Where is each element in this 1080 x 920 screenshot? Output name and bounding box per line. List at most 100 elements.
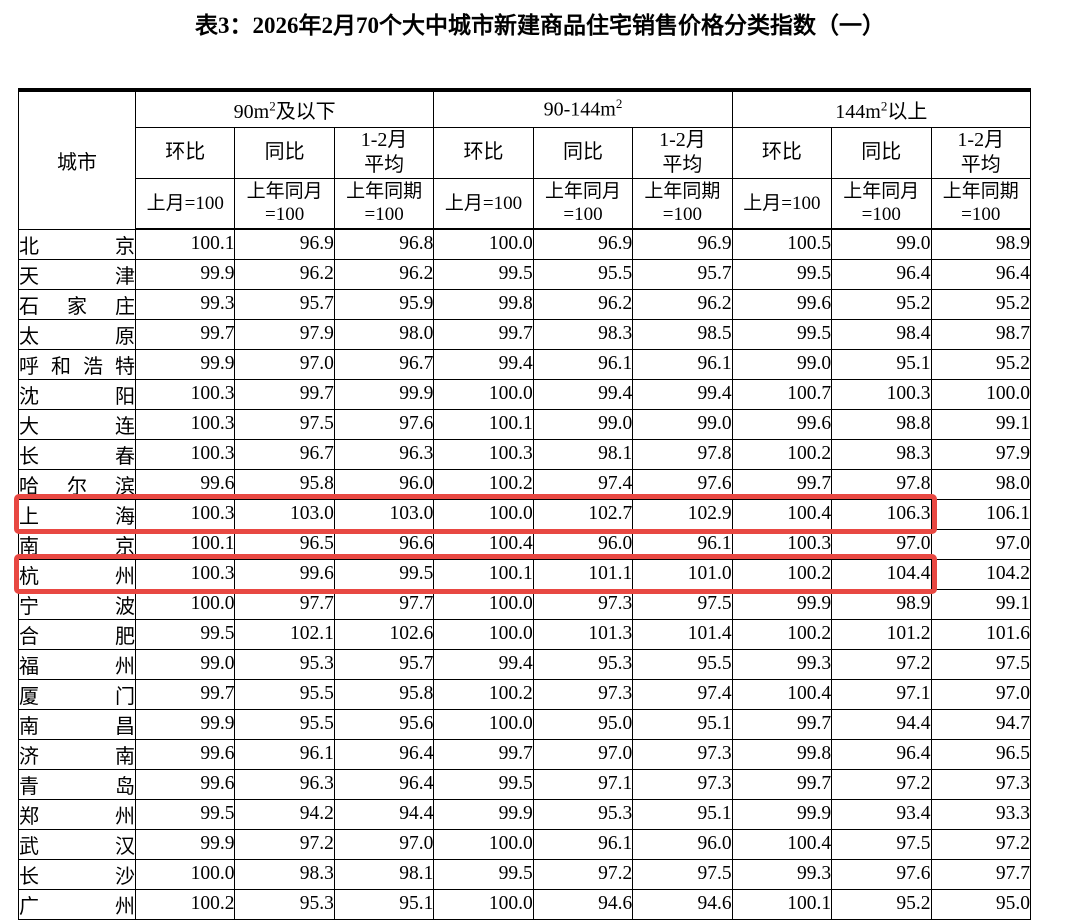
value-cell: 100.4 [731,828,833,860]
table-row: 南京 100.1 96.5 96.6 100.4 96.0 96.1 100.3 97.0 97.… [18,528,1031,560]
value-cell: 95.7 [234,288,335,320]
table-row: 济南 99.6 96.1 96.4 99.7 97.0 97.3 99.8 96.4 96.5 [18,738,1031,770]
metric-header-yoy: 同比 [831,126,932,179]
table-row: 沈阳 100.3 99.7 99.9 100.0 99.4 99.4 100.7 100.3 10… [18,378,1031,410]
city-name: 济南 [18,738,136,770]
city-name: 太原 [18,318,136,350]
value-cell: 95.5 [632,648,733,680]
value-cell: 100.4 [731,678,833,710]
value-cell: 97.3 [632,768,733,800]
city-name: 南昌 [18,708,136,740]
value-cell: 93.4 [831,798,932,830]
value-cell: 96.3 [234,768,335,800]
group-header-row: 城市 90m2及以下 90-144m2 144m2以上 [18,89,1032,230]
table-row: 长沙 100.0 98.3 98.1 99.5 97.2 97.5 99.3 97.6 97.7 [18,858,1031,890]
value-cell: 99.0 [632,408,733,440]
value-cell: 97.6 [632,468,733,500]
group-header-90-and-below: 90m2及以下 [134,89,435,128]
value-cell: 100.3 [134,498,236,530]
value-cell: 99.9 [134,348,236,380]
value-cell: 97.3 [532,588,634,620]
value-cell: 95.2 [930,348,1031,380]
table-row: 上海 100.3 103.0 103.0 100.0 102.7 102.9 100.4 106… [18,498,1031,530]
value-cell: 100.1 [731,888,833,920]
value-cell: 100.5 [731,228,833,260]
value-cell: 96.1 [632,528,733,560]
value-cell: 100.0 [433,828,534,860]
value-cell: 99.6 [134,738,236,770]
metric-header-avg: 1-2月 平均 [930,126,1031,179]
value-cell: 99.4 [433,348,534,380]
value-cell: 99.7 [234,378,335,410]
city-name: 宁波 [18,588,136,620]
table-row: 呼和浩特 99.9 97.0 96.7 99.4 96.1 96.1 99.0 95.1 95.2 [18,348,1031,380]
value-cell: 94.6 [532,888,634,920]
value-cell: 99.5 [134,618,236,650]
value-cell: 95.3 [532,648,634,680]
value-cell: 95.0 [930,888,1031,920]
metric-header-yoy: 同比 [532,126,634,179]
value-cell: 104.4 [831,558,932,590]
value-cell: 96.2 [532,288,634,320]
value-cell: 99.7 [134,318,236,350]
table-row: 北京 100.1 96.9 96.8 100.0 96.9 96.9 100.5 99.0 98.… [18,228,1031,260]
value-cell: 96.9 [532,228,634,260]
value-cell: 97.5 [632,588,733,620]
city-name: 厦门 [18,678,136,710]
table-row: 杭州 100.3 99.6 99.5 100.1 101.1 101.0 100.2 104.4… [18,558,1031,590]
value-cell: 98.8 [831,408,932,440]
value-cell: 100.4 [433,528,534,560]
table-row: 长春 100.3 96.7 96.3 100.3 98.1 97.8 100.2 98.3 97.… [18,438,1031,470]
table-row: 厦门 99.7 95.5 95.8 100.2 97.3 97.4 100.4 97.1 97.0 [18,678,1031,710]
value-cell: 96.2 [632,288,733,320]
city-name: 北京 [18,228,136,260]
value-cell: 96.3 [333,438,435,470]
value-cell: 100.2 [731,558,833,590]
value-cell: 99.0 [831,228,932,260]
value-cell: 99.3 [731,858,833,890]
value-cell: 97.4 [532,468,634,500]
value-cell: 103.0 [234,498,335,530]
value-cell: 101.3 [532,618,634,650]
table-row: 天津 99.9 96.2 96.2 99.5 95.5 95.7 99.5 96.4 96.4 [18,258,1031,290]
value-cell: 99.8 [731,738,833,770]
value-cell: 102.7 [532,498,634,530]
value-cell: 95.1 [333,888,435,920]
value-cell: 99.8 [433,288,534,320]
value-cell: 100.3 [831,378,932,410]
city-name: 南京 [18,528,136,560]
value-cell: 96.9 [234,228,335,260]
value-cell: 99.4 [632,378,733,410]
value-cell: 97.6 [831,858,932,890]
value-cell: 99.9 [333,378,435,410]
value-cell: 95.6 [333,708,435,740]
value-cell: 96.5 [234,528,335,560]
value-cell: 99.0 [134,648,236,680]
value-cell: 97.2 [831,648,932,680]
value-cell: 96.2 [234,258,335,290]
value-cell: 98.5 [632,318,733,350]
value-cell: 99.6 [134,768,236,800]
base-header-same-period: 上年同期 =100 [632,177,733,230]
value-cell: 100.0 [134,858,236,890]
base-header-same-month: 上年同月 =100 [831,177,932,230]
value-cell: 95.5 [532,258,634,290]
value-cell: 97.0 [930,678,1031,710]
value-cell: 99.0 [532,408,634,440]
base-header-same-period: 上年同期 =100 [930,177,1031,230]
metric-header-mom: 环比 [134,126,236,179]
value-cell: 100.1 [433,558,534,590]
value-cell: 101.1 [532,558,634,590]
value-cell: 100.1 [134,528,236,560]
table-row: 哈尔滨 99.6 95.8 96.0 100.2 97.4 97.6 99.7 97.8 98.0 [18,468,1031,500]
value-cell: 99.3 [731,648,833,680]
table-row: 广州 100.2 95.3 95.1 100.0 94.6 94.6 100.1 95.2 95.… [18,888,1031,920]
value-cell: 98.3 [532,318,634,350]
value-cell: 95.3 [532,798,634,830]
value-cell: 100.3 [134,378,236,410]
city-name: 上海 [18,498,136,530]
base-header-same-period: 上年同期 =100 [333,177,435,230]
value-cell: 99.9 [134,258,236,290]
value-cell: 99.7 [433,318,534,350]
value-cell: 100.2 [433,468,534,500]
